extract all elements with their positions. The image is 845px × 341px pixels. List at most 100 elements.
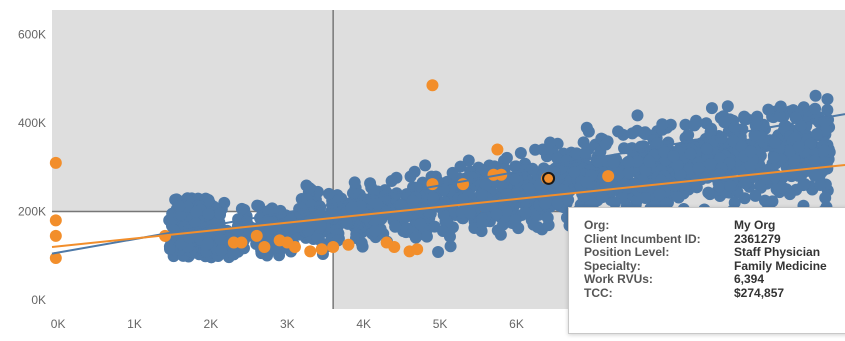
market-point [679, 118, 692, 131]
market-point [414, 217, 427, 230]
market-point [704, 157, 717, 170]
market-point [539, 198, 552, 211]
market-point [623, 167, 636, 180]
market-point [578, 147, 591, 160]
market-point [682, 128, 695, 141]
market-point [215, 244, 228, 257]
tooltip-key: Specialty: [584, 258, 641, 273]
market-point [596, 191, 609, 204]
tooltip-row: Org: My Org [584, 218, 845, 233]
tooltip-row: Position Level: Staff Physician [584, 245, 845, 260]
market-point [371, 198, 384, 211]
tooltip-value: 2361279 [734, 231, 781, 246]
x-tick-label: 4K [356, 317, 371, 331]
client-series [49, 79, 615, 265]
market-point [810, 127, 823, 140]
market-point [792, 140, 805, 153]
y-tick-label: 0K [31, 293, 46, 307]
market-point [464, 206, 477, 219]
market-point [570, 147, 583, 160]
market-point [788, 153, 801, 166]
market-point [190, 205, 203, 218]
market-point [385, 175, 398, 188]
tooltip-value: My Org [734, 218, 776, 232]
x-tick-label: 0K [51, 317, 66, 331]
market-point [808, 154, 821, 167]
highlighted-point[interactable] [542, 171, 556, 185]
market-point [476, 217, 489, 230]
market-point [202, 208, 215, 221]
market-point [728, 121, 741, 134]
market-point [762, 103, 775, 116]
market-point [714, 152, 727, 165]
market-point [622, 155, 635, 168]
market-point [672, 191, 685, 204]
client-point [49, 252, 62, 265]
market-point [653, 188, 666, 201]
market-point [551, 152, 564, 165]
market-point [500, 188, 513, 201]
market-point [773, 110, 786, 123]
x-tick-label: 3K [280, 317, 295, 331]
market-point [348, 176, 361, 189]
x-tick-label: 1K [127, 317, 142, 331]
market-point [231, 223, 244, 236]
market-point [821, 104, 834, 117]
market-point [580, 121, 593, 134]
market-point [551, 197, 564, 210]
market-point [599, 138, 612, 151]
market-point [688, 119, 701, 132]
x-tick-label: 6K [509, 317, 524, 331]
market-point [809, 102, 822, 115]
market-point [500, 204, 513, 217]
market-point [724, 179, 737, 192]
market-point [457, 193, 470, 206]
market-point [500, 151, 513, 164]
client-point [342, 238, 355, 251]
market-point [437, 208, 450, 221]
market-point [684, 147, 697, 160]
client-point [235, 236, 248, 249]
market-point [808, 169, 821, 182]
market-point [345, 201, 358, 214]
client-point [491, 143, 504, 156]
x-axis-tick-labels: 0K 1K 2K 3K 4K 5K 6K [51, 317, 524, 331]
tooltip-key: Client Incumbent ID: [584, 231, 701, 246]
tooltip-value: Staff Physician [734, 245, 821, 259]
market-point [735, 140, 748, 153]
tooltip-row: Work RVUs: 6,394 [584, 272, 845, 287]
market-point [631, 109, 644, 122]
market-point [744, 145, 757, 158]
market-point [202, 194, 215, 207]
market-point [821, 93, 834, 106]
market-point [667, 150, 680, 163]
client-point [49, 156, 62, 169]
tooltip-value: 6,394 [734, 272, 765, 286]
market-point [183, 231, 196, 244]
client-point [288, 240, 301, 253]
market-point [314, 219, 327, 232]
market-point [560, 154, 573, 167]
market-point [749, 189, 762, 202]
market-point [476, 189, 489, 202]
market-point [608, 196, 621, 209]
market-point [607, 156, 620, 169]
market-point [580, 176, 593, 189]
market-point [389, 220, 402, 233]
market-point [406, 194, 419, 207]
market-point [751, 110, 764, 123]
market-point [739, 177, 752, 190]
market-point [819, 191, 832, 204]
client-point [327, 240, 340, 253]
market-point [562, 193, 575, 206]
market-point [814, 179, 827, 192]
market-point [427, 191, 440, 204]
tooltip-row: Client Incumbent ID: 2361279 [584, 231, 845, 247]
market-point [404, 170, 417, 183]
market-point [674, 168, 687, 181]
market-point [692, 162, 705, 175]
market-point [443, 230, 456, 243]
market-point [658, 145, 671, 158]
market-point [519, 206, 532, 219]
